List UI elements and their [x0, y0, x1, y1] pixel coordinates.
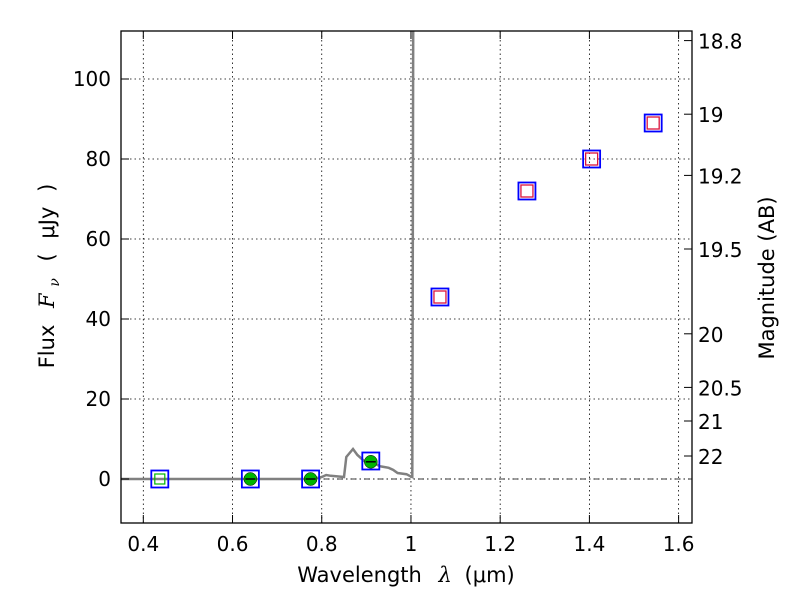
y-tick-label: 100 — [73, 67, 111, 91]
plot-frame — [120, 30, 693, 524]
x-tick-label: 1.2 — [484, 532, 516, 556]
model-flux-point — [646, 116, 660, 130]
y-axis-label-unit: μJy — [35, 207, 59, 239]
y2-tick-label: 20 — [698, 323, 723, 347]
observed-flux-point — [582, 149, 602, 169]
y-axis-label-unit-close: ) — [35, 184, 59, 192]
observed-flux-point — [240, 469, 260, 489]
y-axis-label-text: Flux — [35, 325, 59, 369]
axis-ticks: 0.4 0.6 0.8 1 1.2 1.4 1.6 0 20 40 60 80 100 18.8 19 19.… — [73, 30, 743, 556]
y2-tick-label: 22 — [698, 445, 723, 469]
upper-limit-marker — [154, 473, 166, 485]
y-tick-label: 0 — [98, 467, 111, 491]
x-tick-label: 1.6 — [663, 532, 695, 556]
y-axis-label-subscript: ν — [47, 278, 63, 287]
x-tick-label: 0.4 — [127, 532, 159, 556]
x-tick-label: 0.8 — [306, 532, 338, 556]
model-flux-point — [584, 152, 599, 166]
x-axis-label-text: Wavelength — [297, 563, 422, 587]
y2-tick-label: 19 — [698, 103, 723, 127]
y2-tick-label: 21 — [698, 410, 723, 434]
y-axis-label-symbol: F — [35, 292, 59, 309]
x-axis-label-symbol: λ — [438, 563, 452, 587]
y-tick-label: 80 — [86, 147, 111, 171]
grid-lines — [121, 31, 692, 523]
model-flux-point — [433, 290, 447, 304]
x-tick-label: 1.4 — [573, 532, 605, 556]
observed-flux-point — [517, 181, 537, 201]
observed-flux-point — [301, 469, 320, 489]
y2-tick-label: 18.8 — [698, 30, 743, 54]
y-tick-label: 60 — [86, 227, 111, 251]
photometry-markers — [150, 113, 663, 489]
y-tick-label: 20 — [86, 387, 111, 411]
model-flux-point — [520, 184, 534, 198]
y-axis-label-unit-open: ( — [35, 253, 59, 261]
y2-tick-label: 20.5 — [698, 376, 743, 400]
model-spectrum — [121, 31, 415, 481]
x-axis-label-unit: (μm) — [465, 563, 515, 587]
x-axis-label: Wavelength λ (μm) — [297, 563, 514, 587]
observed-flux-point — [361, 451, 381, 471]
y2-tick-label: 19.2 — [698, 164, 743, 188]
y-axis-label: Flux F ν ( μJy ) — [35, 184, 64, 369]
y-tick-label: 40 — [86, 307, 111, 331]
x-tick-label: 0.6 — [217, 532, 249, 556]
x-tick-label: 1 — [405, 532, 418, 556]
y2-tick-label: 19.5 — [698, 238, 743, 262]
spectrum-line — [121, 31, 415, 481]
observed-flux-point — [150, 469, 170, 489]
observed-flux-point — [430, 287, 450, 307]
observed-flux-point — [643, 113, 663, 133]
y2-axis-label: Magnitude (AB) — [755, 196, 779, 359]
